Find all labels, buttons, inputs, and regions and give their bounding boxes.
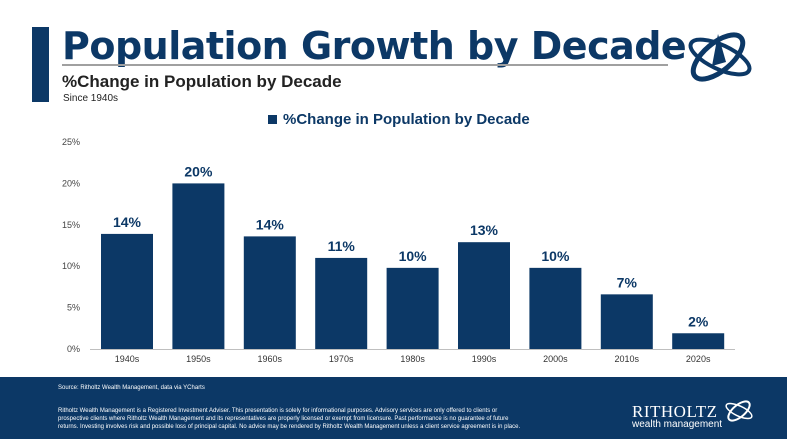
footer: Source: Ritholtz Wealth Management, data… (0, 377, 787, 439)
y-tick-label: 5% (67, 303, 80, 313)
bar-2020s (672, 333, 725, 349)
y-tick-label: 25% (62, 137, 80, 147)
data-label: 14% (113, 214, 142, 230)
bar-2010s (600, 294, 653, 349)
bar-1970s (315, 257, 368, 349)
footer-brand: RITHOLTZ wealth management (632, 402, 722, 430)
y-tick-label: 0% (67, 344, 80, 354)
bar-chart: 0% 5% 10% 15% 20% 25% 14% 1940s 20% 1950s 14% 1960s… (62, 137, 735, 364)
legend-swatch (268, 115, 277, 124)
x-tick-label: 1990s (472, 354, 497, 364)
bar-1960s (243, 236, 296, 349)
x-tick-label: 1940s (115, 354, 140, 364)
page-title: Population Growth by Decade (62, 24, 687, 68)
x-tick-label: 2020s (686, 354, 711, 364)
bar-2000s (529, 267, 582, 349)
y-tick-label: 20% (62, 178, 80, 188)
legend-label: %Change in Population by Decade (283, 111, 530, 128)
x-tick-label: 2010s (615, 354, 640, 364)
chart-legend: %Change in Population by Decade (268, 111, 530, 128)
ritholtz-logo-icon (688, 32, 752, 82)
brand-subtitle: wealth management (632, 419, 723, 430)
subtitle-note: Since 1940s (63, 93, 119, 104)
data-label: 20% (184, 163, 213, 179)
data-label: 11% (328, 238, 356, 254)
x-tick-label: 2000s (543, 354, 568, 364)
bar-1980s (386, 267, 439, 349)
bar-1940s (101, 233, 153, 349)
data-label: 10% (541, 248, 570, 264)
bar-1990s (458, 242, 510, 349)
brand-name: RITHOLTZ (632, 402, 718, 421)
chart-subtitle: %Change in Population by Decade (62, 72, 342, 91)
x-tick-label: 1950s (186, 354, 211, 364)
y-tick-label: 10% (62, 261, 80, 271)
data-label: 7% (617, 274, 638, 290)
y-tick-label: 15% (62, 220, 80, 230)
footer-logo-icon (725, 400, 753, 422)
data-label: 10% (399, 248, 428, 264)
title-accent-bar (32, 27, 49, 102)
source-note: Source: Ritholtz Wealth Management, data… (58, 385, 205, 391)
data-label: 13% (470, 222, 499, 238)
data-label: 2% (688, 313, 709, 329)
x-tick-label: 1980s (400, 354, 425, 364)
data-label: 14% (256, 216, 285, 232)
x-tick-label: 1970s (329, 354, 354, 364)
x-tick-label: 1960s (258, 354, 283, 364)
disclaimer: Ritholtz Wealth Management is a Register… (58, 408, 521, 430)
bar-1950s (172, 183, 225, 349)
title-divider (62, 64, 668, 66)
